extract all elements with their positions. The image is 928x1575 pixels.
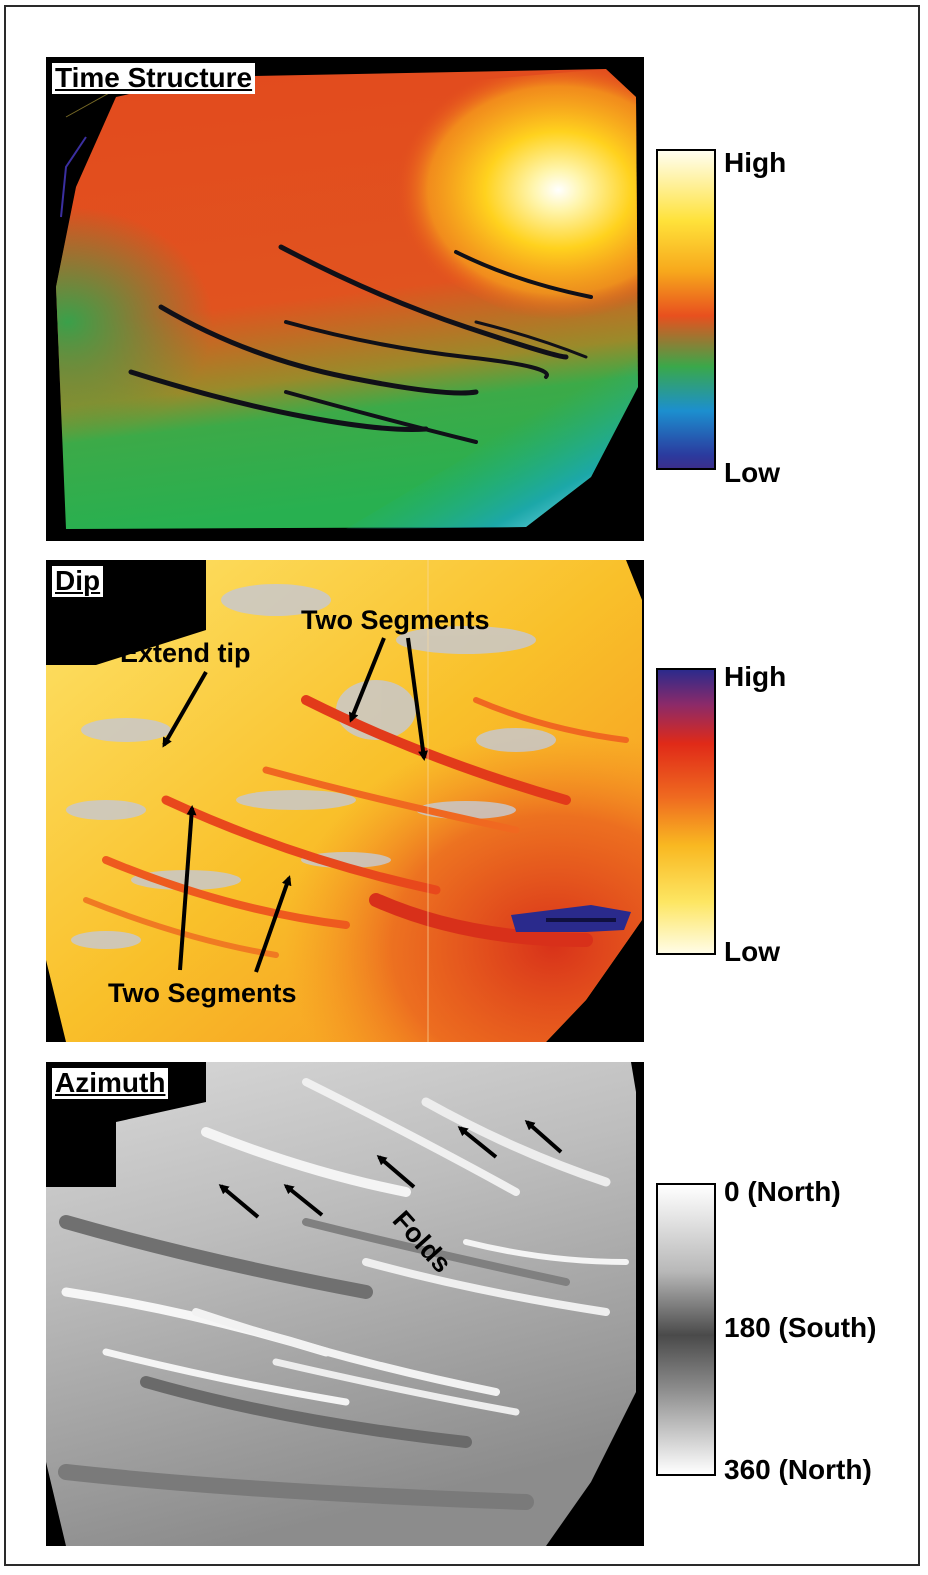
time-structure-map <box>46 57 644 541</box>
azimuth-panel: Azimuth Folds <box>46 1062 644 1546</box>
two-segments-bottom-annotation: Two Segments <box>108 978 297 1008</box>
azimuth-top-label: 0 (North) <box>724 1176 841 1207</box>
azimuth-title: Azimuth <box>52 1068 169 1099</box>
time-structure-high-label: High <box>724 147 787 178</box>
two-segments-top-annotation: Two Segments <box>301 605 490 635</box>
time-structure-colorbar <box>656 149 716 470</box>
extend-tip-annotation: Extend tip <box>120 638 251 668</box>
dip-panel: Dip Extend tip Two Segments Two Segments <box>46 560 644 1042</box>
azimuth-map <box>46 1062 644 1546</box>
time-structure-panel: Time Structure <box>46 57 644 541</box>
dip-high-label: High <box>724 661 787 692</box>
dip-low-label: Low <box>724 936 780 967</box>
azimuth-colorbar <box>656 1183 716 1476</box>
time-structure-title: Time Structure <box>52 63 256 94</box>
dip-title: Dip <box>52 566 104 597</box>
dip-colorbar <box>656 668 716 955</box>
azimuth-middle-label: 180 (South) <box>724 1312 877 1343</box>
time-structure-low-label: Low <box>724 457 780 488</box>
azimuth-bottom-label: 360 (North) <box>724 1454 872 1485</box>
